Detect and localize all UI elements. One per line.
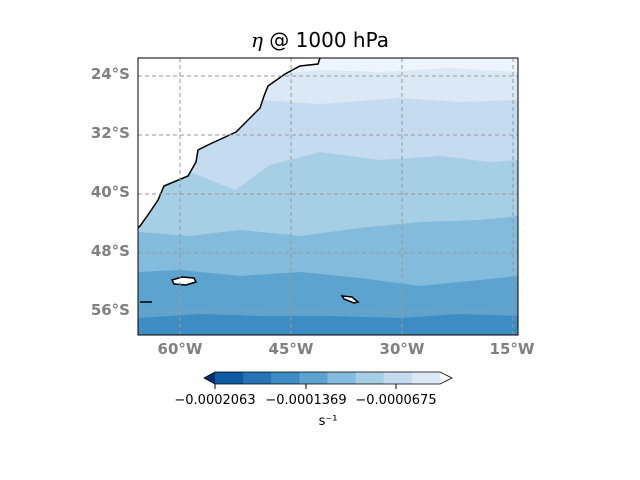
title-text: @ 1000 hPa [262,28,390,52]
colorbar-tick-label: −0.0002063 [174,393,256,408]
lon-label: 45°W [268,340,314,358]
lon-label: 60°W [157,340,203,358]
colorbar-extend-high [440,372,452,384]
gridlines [138,58,518,335]
colorbar-outline [203,371,453,385]
title-symbol: η [250,28,263,52]
map-title: η @ 1000 hPa [0,28,640,52]
lat-label: 40°S [90,183,130,201]
colorbar-tick-label: −0.0001369 [265,393,347,408]
falkland-islands [170,276,198,286]
colorbar-segment [355,372,385,384]
colorbar-tick-label: −0.0000675 [355,393,437,408]
lon-label: 30°W [379,340,425,358]
coastline [138,58,321,229]
lat-label: 48°S [90,242,130,260]
lon-label: 15°W [489,340,535,358]
lat-label: 32°S [90,124,130,142]
map-plot-area [138,58,518,335]
colorbar-segment [271,372,300,384]
colorbar-extend-low [204,372,215,384]
south-georgia [340,295,360,304]
colorbar-segment [243,372,272,384]
lat-label: 24°S [90,65,130,83]
map-frame [137,57,519,336]
colorbar-segment [215,372,244,384]
colorbar-segment [383,372,413,384]
colorbar [203,371,453,385]
band-6 [138,314,518,335]
colorbar-segment [327,372,357,384]
colorbar-segment [299,372,328,384]
colorbar-units: s⁻¹ [318,414,338,429]
land-south-america [138,58,320,228]
colorbar-segment [411,372,441,384]
lat-label: 56°S [90,301,130,319]
